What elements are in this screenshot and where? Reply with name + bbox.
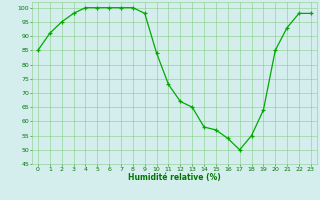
X-axis label: Humidité relative (%): Humidité relative (%) bbox=[128, 173, 221, 182]
